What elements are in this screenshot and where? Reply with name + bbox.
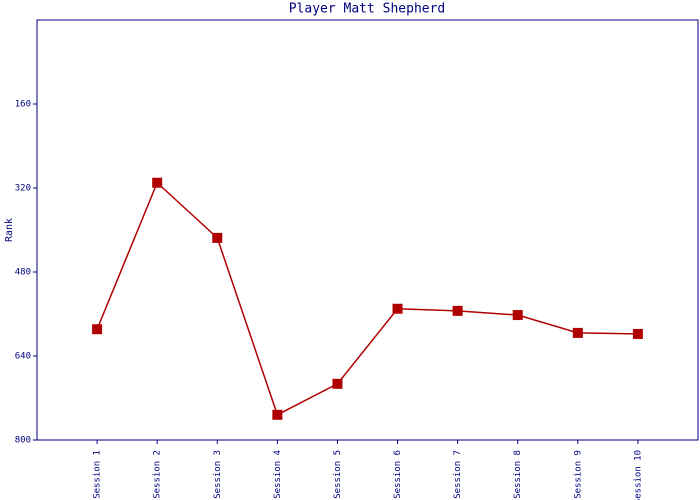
data-point	[152, 177, 163, 188]
x-tick-label: Session 5	[333, 450, 343, 499]
x-tick-label: Session 2	[153, 450, 163, 499]
y-tick-label: 480	[15, 268, 31, 278]
data-point	[572, 327, 583, 338]
data-point	[512, 310, 523, 321]
x-tick-label: Session 10	[633, 450, 643, 500]
y-tick-label: 320	[15, 184, 31, 194]
x-tick-label: Session 1	[93, 450, 103, 499]
y-tick-label: 640	[15, 352, 31, 362]
data-point	[632, 328, 643, 339]
x-tick-label: Session 3	[213, 450, 223, 499]
y-axis-label: Rank	[4, 218, 15, 242]
plot-frame	[36, 19, 699, 441]
data-point	[92, 324, 103, 335]
data-line	[96, 181, 638, 416]
data-point	[212, 232, 223, 243]
data-point	[272, 409, 283, 420]
x-tick-label: Session 4	[273, 450, 283, 499]
x-tick-label: Session 9	[573, 450, 583, 499]
data-point	[452, 305, 463, 316]
x-tick-label: Session 7	[453, 450, 463, 499]
data-point	[332, 378, 343, 389]
x-tick-label: Session 8	[513, 450, 523, 499]
x-tick-label: Session 6	[393, 450, 403, 499]
chart-title: Player Matt Shepherd	[289, 2, 446, 17]
y-tick-label: 160	[15, 100, 31, 110]
y-tick-label: 800	[15, 436, 31, 446]
data-point	[392, 303, 403, 314]
